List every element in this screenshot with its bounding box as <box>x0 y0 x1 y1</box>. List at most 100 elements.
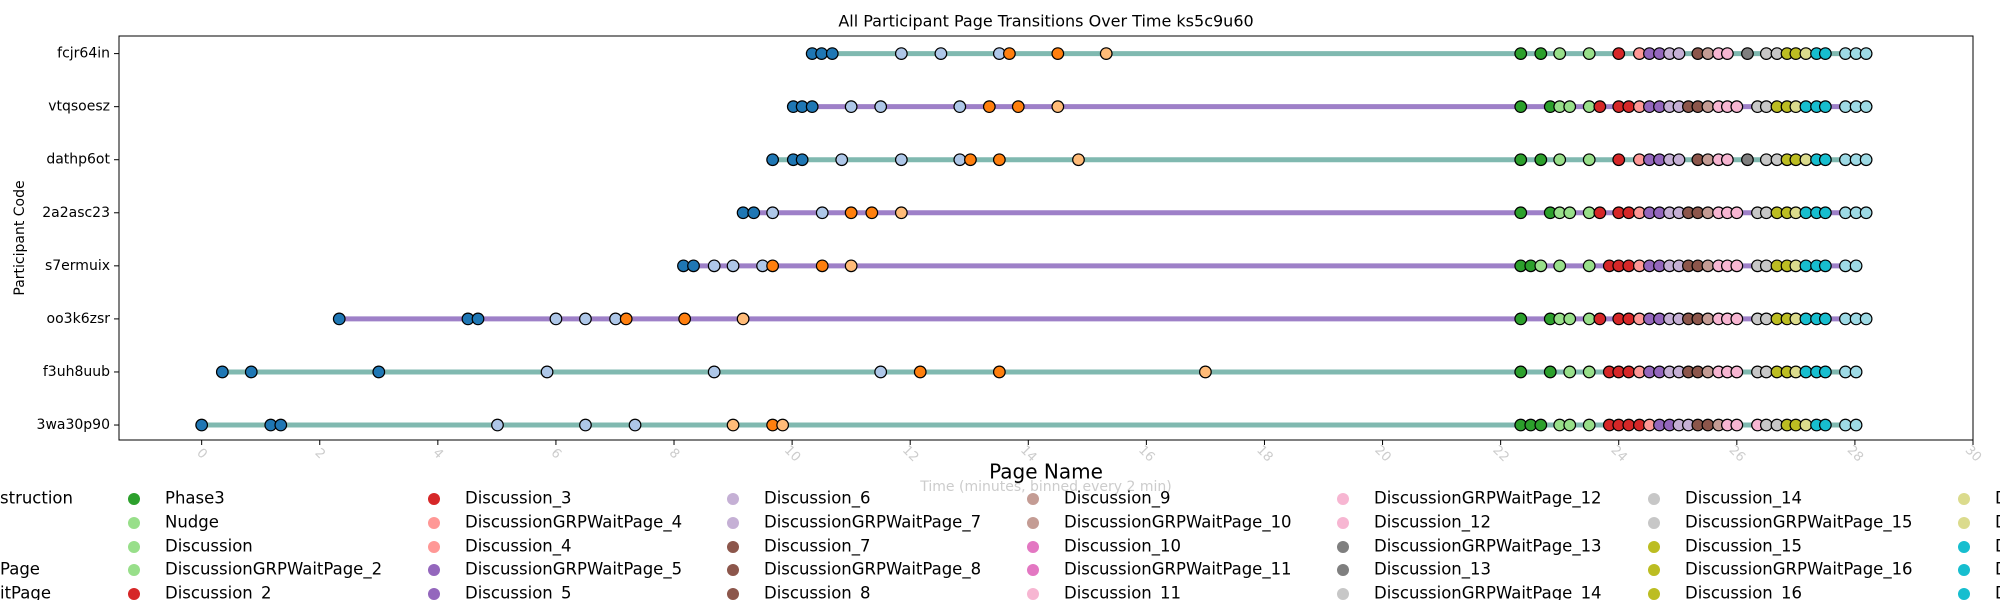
legend-label: Discussion_16 <box>1685 584 1802 600</box>
transition-point <box>491 418 504 432</box>
legend-label: D <box>1995 513 2000 532</box>
transition-point <box>1818 153 1832 167</box>
legend-label: DiscussionGRPWaitPage_12 <box>1374 489 1602 509</box>
transition-point <box>1859 312 1873 326</box>
transition-point <box>579 312 592 326</box>
legend-label: DiscussionGRPWaitPage_2 <box>165 560 382 580</box>
transition-point <box>1859 47 1873 60</box>
transition-point <box>1672 153 1686 167</box>
transition-point <box>1839 259 1852 273</box>
y-tick-label: f3uh8uub <box>43 364 110 380</box>
transition-point <box>1839 153 1852 167</box>
legend-marker <box>428 493 440 505</box>
legend-title: Page Name <box>989 460 1103 484</box>
transition-point <box>913 365 927 379</box>
transition-point <box>865 206 879 220</box>
legend-marker <box>128 588 140 600</box>
legend-marker <box>428 541 440 553</box>
transition-point <box>1839 312 1852 326</box>
transition-point <box>1701 153 1715 167</box>
transition-point <box>274 418 288 432</box>
transition-point <box>1099 47 1113 60</box>
legend-label: Discussion_14 <box>1685 489 1802 509</box>
transition-point <box>1582 47 1596 60</box>
transition-point <box>1534 418 1548 432</box>
transition-point <box>1720 47 1734 60</box>
transition-point <box>1839 206 1852 220</box>
transition-point <box>244 365 258 379</box>
legend-label: Nudge <box>165 513 219 532</box>
transition-point <box>1563 100 1577 114</box>
y-axis-label: Participant Code <box>12 180 28 295</box>
transition-point <box>1701 259 1715 273</box>
legend-label: Discussion_7 <box>764 537 871 557</box>
legend-label: struction <box>0 489 73 508</box>
transition-point <box>1553 259 1567 273</box>
transition-point <box>1514 312 1528 326</box>
legend-marker <box>428 588 440 600</box>
x-tick-label: 26 <box>1726 443 1748 465</box>
legend-label: Phase3 <box>165 489 225 508</box>
transition-point <box>1839 365 1852 379</box>
transition-point <box>1799 47 1813 60</box>
transition-point <box>766 153 780 167</box>
transition-point <box>726 418 740 432</box>
transition-point <box>1759 312 1773 326</box>
transition-point <box>766 259 780 273</box>
plot-frame <box>118 35 1974 441</box>
y-tick-label: fcjr64in <box>57 46 110 62</box>
transition-point <box>1051 47 1065 60</box>
transition-point <box>894 47 908 60</box>
legend-label: Discussion_3 <box>465 489 572 509</box>
y-tick-label: 2a2asc23 <box>42 205 110 221</box>
transition-point <box>1799 259 1813 273</box>
y-tick-label: oo3k6zsr <box>47 311 111 327</box>
transition-point <box>628 418 642 432</box>
legend-marker <box>128 493 140 505</box>
legend-label: DiscussionGRPWaitPage_11 <box>1064 560 1292 580</box>
legend-marker <box>727 588 739 600</box>
transition-point <box>1730 259 1744 273</box>
transition-point <box>815 47 829 60</box>
legend-label: Discussion_13 <box>1374 560 1491 580</box>
x-tick-label: 22 <box>1489 443 1511 465</box>
transition-point <box>844 259 858 273</box>
transition-point <box>1839 47 1852 60</box>
transition-point <box>1514 365 1528 379</box>
legend-marker <box>1958 493 1970 505</box>
x-tick-label: 12 <box>899 443 921 465</box>
transition-point <box>992 153 1006 167</box>
transition-point <box>815 206 829 220</box>
x-tick-label: 16 <box>1135 443 1157 465</box>
transition-point <box>1799 153 1813 167</box>
transition-point <box>1759 206 1773 220</box>
legend-label: DiscussionGRPWaitPage_4 <box>465 513 682 533</box>
legend-marker <box>1958 588 1970 600</box>
transition-point <box>1514 153 1528 167</box>
transition-point <box>1730 418 1744 432</box>
transition-point <box>964 153 977 167</box>
legend-label: Discussion_8 <box>764 584 871 600</box>
transition-point <box>687 259 700 273</box>
transition-point <box>540 365 554 379</box>
legend-label: Discussion_2 <box>165 584 272 600</box>
transition-point <box>844 206 858 220</box>
x-tick-label: 2 <box>312 446 328 462</box>
transition-point <box>1622 259 1636 273</box>
transition-point <box>1818 418 1832 432</box>
transition-point <box>1543 365 1557 379</box>
legend-label: Discussion_12 <box>1374 513 1491 533</box>
legend-label: Discussion_15 <box>1685 537 1802 557</box>
transition-point <box>1849 418 1863 432</box>
legend-marker <box>128 541 140 553</box>
y-tick-label: vtqsoesz <box>48 99 110 115</box>
transition-point <box>1563 206 1577 220</box>
legend-label: DiscussionGRPWaitPage_15 <box>1685 513 1913 533</box>
legend-marker <box>428 564 440 576</box>
transition-point <box>1514 206 1528 220</box>
legend-marker <box>727 564 739 576</box>
transition-point <box>934 47 948 60</box>
legend-label: DiscussionGRPWaitPage_16 <box>1685 560 1913 580</box>
legend-marker <box>1337 564 1349 576</box>
